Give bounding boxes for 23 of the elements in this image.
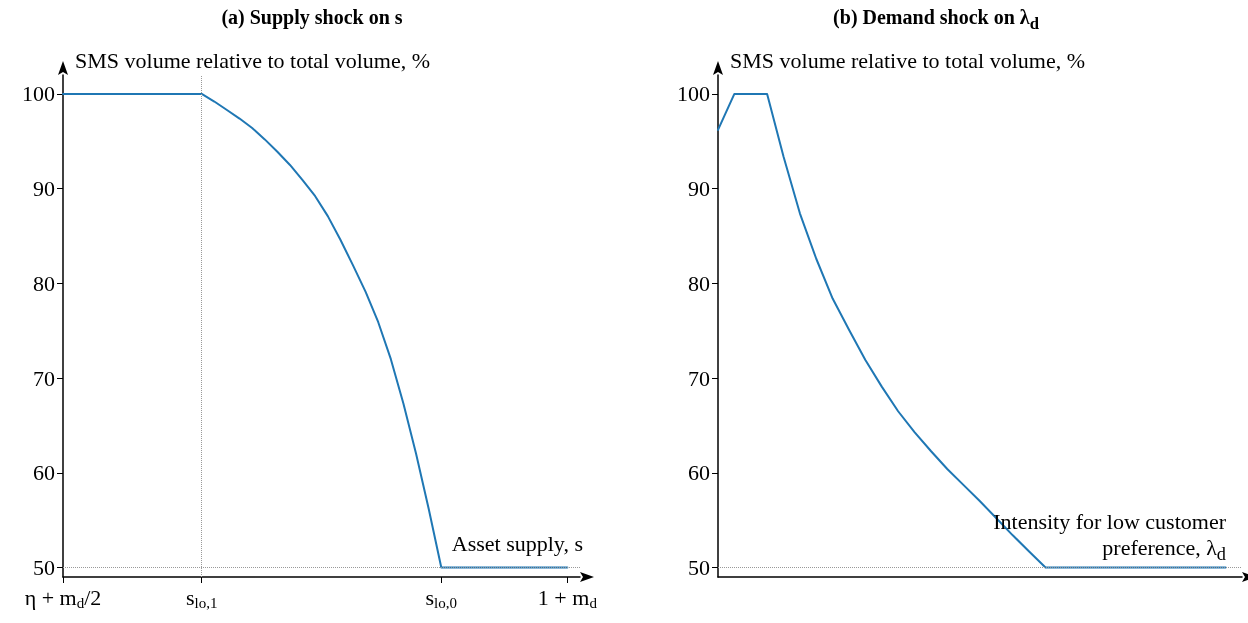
y-tick-label: 90 xyxy=(33,176,55,202)
line-series xyxy=(62,92,569,569)
y-tick-label: 100 xyxy=(22,81,55,107)
x-tick-label: slo,1 xyxy=(185,585,218,611)
y-tick-label: 100 xyxy=(677,81,710,107)
line-series xyxy=(717,92,1227,569)
x-tick-label: 1 + md xyxy=(537,585,598,611)
y-axis-title: SMS volume relative to total volume, % xyxy=(730,48,1086,73)
x-tick-label: slo,0 xyxy=(425,585,458,611)
y-tick-label: 60 xyxy=(688,460,710,486)
y-tick-label: 50 xyxy=(688,555,710,581)
chart-title: (b) Demand shock on λ$_{d}$ xyxy=(832,6,1040,34)
y-tick-label: 80 xyxy=(688,270,710,296)
y-tick-label: 80 xyxy=(33,270,55,296)
x-tick-label: η + md/2 xyxy=(24,585,102,611)
y-tick-label: 70 xyxy=(33,365,55,391)
y-axis-title: SMS volume relative to total volume, % xyxy=(75,48,431,73)
y-tick-label: 50 xyxy=(33,555,55,581)
y-tick-label: 60 xyxy=(33,460,55,486)
x-axis-title: Asset supply, s xyxy=(451,531,583,557)
chart-title: (a) Supply shock on s xyxy=(220,6,404,29)
y-tick-label: 90 xyxy=(688,176,710,202)
y-tick-label: 70 xyxy=(688,365,710,391)
